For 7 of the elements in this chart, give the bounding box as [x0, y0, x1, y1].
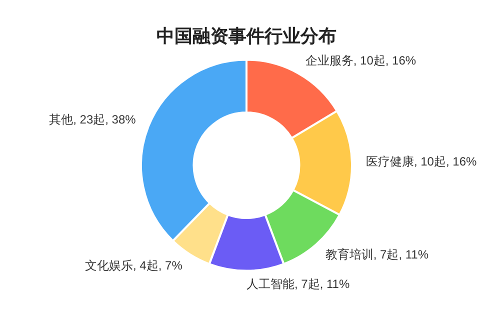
- slice-label: 企业服务, 10起, 16%: [305, 54, 416, 68]
- slice-label: 教育培训, 7起, 11%: [325, 247, 429, 262]
- slice-label: 其他, 23起, 38%: [49, 112, 136, 127]
- slice-label: 人工智能, 7起, 11%: [246, 277, 350, 292]
- slice-label: 文化娱乐, 4起, 7%: [85, 258, 183, 272]
- slice-label: 医疗健康, 10起, 16%: [366, 154, 477, 169]
- chart-title: 中国融资事件行业分布: [156, 26, 336, 46]
